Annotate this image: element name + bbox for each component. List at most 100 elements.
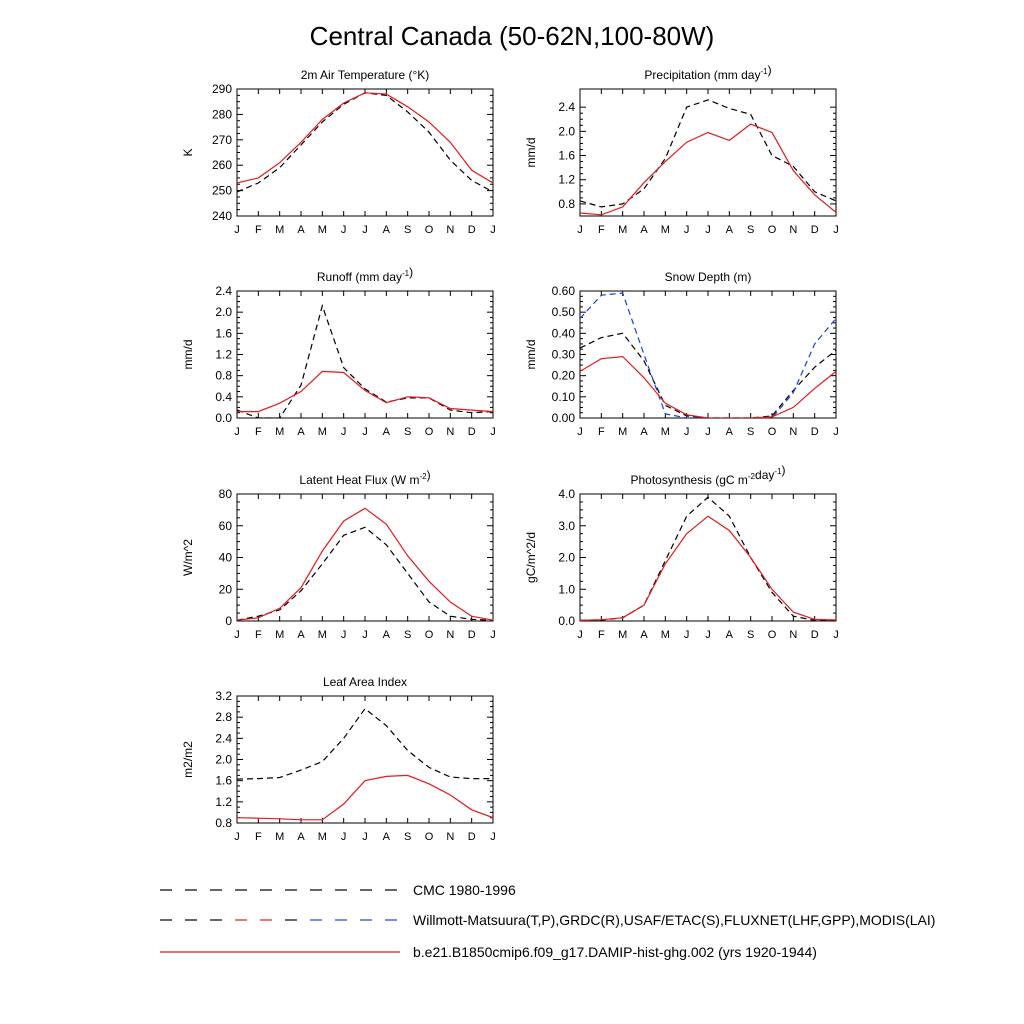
- y-tick-label: 2.8: [215, 710, 232, 724]
- panel-3: Runoff (mm day-1)J F M A M J J A S O N D J0.00.40.81…: [181, 265, 496, 438]
- x-tick-label: A: [383, 831, 391, 843]
- series-line-1: [580, 99, 836, 208]
- plot-frame: [579, 493, 837, 622]
- y-tick-label: 4.0: [558, 487, 575, 501]
- x-tick-label: O: [768, 426, 777, 438]
- panel-title: Runoff (mm day-1): [317, 265, 413, 284]
- x-tick-label: O: [768, 629, 777, 641]
- plot-frame: [579, 88, 837, 217]
- y-tick-label: 2.4: [558, 100, 575, 114]
- y-tick-label: 3.2: [215, 689, 232, 703]
- x-tick-label: D: [468, 224, 476, 236]
- plot-frame: [236, 493, 494, 622]
- plot-frame: [579, 290, 837, 419]
- series-line-1: [237, 707, 493, 780]
- x-tick-label: D: [811, 224, 819, 236]
- y-axis-label: gC/m^2/d: [524, 532, 538, 583]
- x-tick-label: F: [598, 224, 605, 236]
- y-tick-label: 0.30: [552, 348, 576, 362]
- y-tick-label: 280: [212, 107, 232, 121]
- legend: CMC 1980-1996 Willmott-Matsuura(T,P),GRDC…: [160, 882, 935, 960]
- x-tick-label: N: [789, 224, 797, 236]
- y-tick-label: 80: [219, 487, 233, 501]
- x-tick-label: J: [577, 629, 583, 641]
- y-tick-label: 2.0: [558, 124, 575, 138]
- series-line-2: [580, 123, 836, 216]
- x-tick-label: F: [255, 831, 262, 843]
- y-tick-label: 60: [219, 519, 233, 533]
- panel-6: Photosynthesis (gC m-2day-1) J F M A M J J A S O N D…: [524, 463, 839, 641]
- series-line-1: [237, 303, 493, 418]
- series-line-2: [580, 292, 836, 418]
- x-tick-label: O: [425, 831, 434, 843]
- x-tick-label: N: [446, 629, 454, 641]
- x-tick-label: S: [404, 629, 411, 641]
- x-tick-label: S: [747, 629, 754, 641]
- series-line-2: [237, 774, 493, 821]
- x-tick-label: M: [318, 831, 327, 843]
- x-tick-label: J: [234, 426, 240, 438]
- y-axis-label: K: [181, 148, 195, 156]
- x-tick-label: J: [705, 629, 711, 641]
- y-tick-label: 40: [219, 551, 233, 565]
- y-axis-label: mm/d: [524, 340, 538, 370]
- x-tick-label: J: [341, 629, 347, 641]
- y-tick-label: 270: [212, 133, 232, 147]
- series-line-3: [237, 92, 493, 184]
- x-tick-label: N: [446, 224, 454, 236]
- y-tick-label: 0.4: [215, 390, 232, 404]
- x-tick-label: M: [275, 831, 284, 843]
- legend-item-3: b.e21.B1850cmip6.f09_g17.DAMIP-hist-ghg.…: [160, 944, 817, 960]
- series-line-3: [580, 355, 836, 418]
- x-tick-label: F: [598, 629, 605, 641]
- x-tick-label: S: [404, 224, 411, 236]
- x-tick-label: F: [598, 426, 605, 438]
- x-tick-label: J: [684, 224, 690, 236]
- y-tick-label: 1.6: [215, 774, 232, 788]
- y-tick-label: 0.8: [215, 369, 232, 383]
- y-tick-label: 0.40: [552, 326, 576, 340]
- x-tick-label: A: [640, 224, 648, 236]
- x-tick-label: J: [341, 426, 347, 438]
- series-line-1: [237, 526, 493, 621]
- x-tick-label: J: [684, 426, 690, 438]
- x-tick-label: D: [811, 629, 819, 641]
- y-tick-label: 0.10: [552, 390, 576, 404]
- x-tick-label: J: [577, 224, 583, 236]
- panel-title: Leaf Area Index: [323, 675, 407, 689]
- legend-label: b.e21.B1850cmip6.f09_g17.DAMIP-hist-ghg.…: [413, 944, 817, 960]
- x-tick-label: S: [404, 831, 411, 843]
- x-tick-label: M: [275, 224, 284, 236]
- x-tick-label: J: [833, 426, 839, 438]
- x-tick-label: J: [234, 831, 240, 843]
- legend-label: Willmott-Matsuura(T,P),GRDC(R),USAF/ETAC…: [413, 912, 935, 928]
- x-tick-label: A: [297, 831, 305, 843]
- x-tick-label: J: [362, 831, 368, 843]
- series-line-2: [580, 515, 836, 621]
- panel-1: 2m Air Temperature (°K)J F M A M J J A S O N D J2402…: [181, 68, 496, 236]
- legend-item-1: CMC 1980-1996: [160, 882, 516, 898]
- x-tick-label: A: [297, 629, 305, 641]
- x-tick-label: J: [833, 224, 839, 236]
- plot-frame: [236, 290, 494, 419]
- x-tick-label: A: [383, 426, 391, 438]
- y-tick-label: 2.4: [215, 284, 232, 298]
- x-tick-label: D: [811, 426, 819, 438]
- panels: 2m Air Temperature (°K)J F M A M J J A S O N D J2402…: [181, 63, 839, 843]
- figure-title: Central Canada (50-62N,100-80W): [310, 21, 715, 51]
- y-axis-label: W/m^2: [181, 539, 195, 576]
- y-tick-label: 1.2: [558, 173, 575, 187]
- panel-title: Precipitation (mm day-1): [644, 63, 771, 82]
- x-tick-label: J: [341, 831, 347, 843]
- x-tick-label: O: [425, 224, 434, 236]
- series-line-2: [237, 507, 493, 621]
- x-tick-label: J: [833, 629, 839, 641]
- x-tick-label: D: [468, 831, 476, 843]
- x-tick-label: A: [297, 426, 305, 438]
- x-tick-label: M: [618, 426, 627, 438]
- x-tick-label: A: [297, 224, 305, 236]
- x-tick-label: O: [768, 224, 777, 236]
- y-tick-label: 250: [212, 184, 232, 198]
- y-tick-label: 0.8: [558, 197, 575, 211]
